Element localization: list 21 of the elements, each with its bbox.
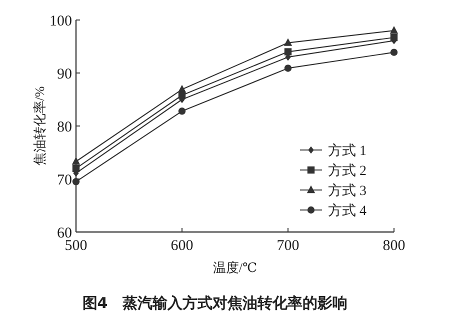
x-tick-label: 600 [170, 238, 194, 254]
point [390, 26, 398, 34]
y-axis-title: 焦油转化率/% [32, 86, 47, 166]
legend-label: 方式 1 [328, 142, 366, 159]
text: 图4 蒸汽输入方式对焦油转化率的影响 [82, 294, 348, 312]
y-tick-label: 90 [57, 66, 72, 82]
point [284, 48, 292, 56]
point [72, 156, 80, 165]
point [284, 64, 292, 72]
y-tick-label: 80 [57, 119, 72, 136]
x-axis-title: 温度/℃ [212, 260, 258, 275]
legend-label: 方式 3 [328, 182, 366, 199]
legend-label: 方式 2 [328, 162, 366, 179]
y-tick-label: 70 [57, 172, 72, 188]
y-tick-label: 100 [50, 13, 72, 30]
point [390, 48, 398, 56]
x-tick-label: 800 [382, 238, 406, 254]
point [284, 38, 292, 46]
x-tick-label: 700 [276, 238, 300, 254]
legend-label: 方式 4 [328, 202, 366, 219]
point [178, 108, 186, 115]
